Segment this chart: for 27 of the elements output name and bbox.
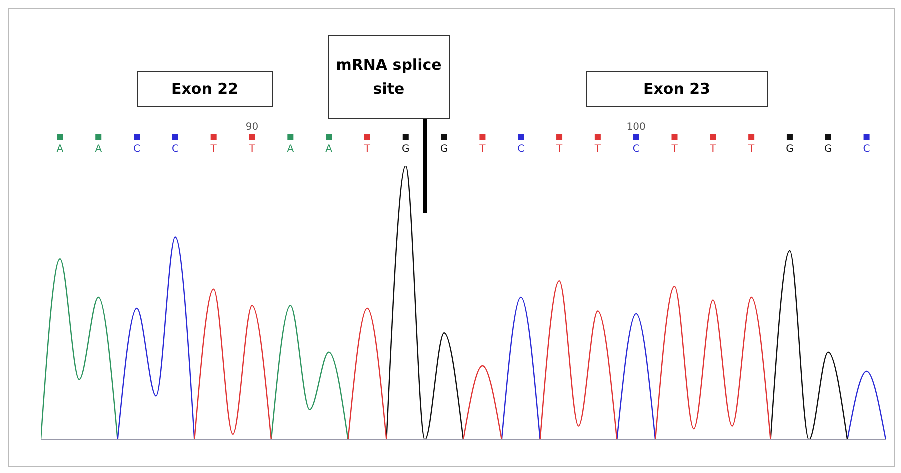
- text: C: [172, 144, 179, 155]
- text: Exon 23: [586, 71, 768, 107]
- text: G: [402, 144, 410, 155]
- text: T: [248, 144, 256, 155]
- text: C: [134, 144, 141, 155]
- text: T: [594, 144, 602, 155]
- text: T: [363, 144, 372, 155]
- text: T: [555, 144, 564, 155]
- text: C: [863, 144, 870, 155]
- text: A: [287, 144, 294, 155]
- text: T: [670, 144, 679, 155]
- text: T: [478, 144, 487, 155]
- text: G: [824, 144, 832, 155]
- text: T: [748, 144, 756, 155]
- text: A: [326, 144, 333, 155]
- text: Exon 22: [137, 71, 273, 107]
- ref-line-label: mRNA splice site: [328, 35, 450, 119]
- text: G: [786, 144, 794, 155]
- text: T: [210, 144, 218, 155]
- text: A: [56, 144, 64, 155]
- text: C: [632, 144, 640, 155]
- text: A: [95, 144, 102, 155]
- text: G: [440, 144, 448, 155]
- text: C: [518, 144, 525, 155]
- text: T: [709, 144, 718, 155]
- x-tick-label: 100: [626, 122, 646, 133]
- x-tick-label: 90: [246, 122, 259, 133]
